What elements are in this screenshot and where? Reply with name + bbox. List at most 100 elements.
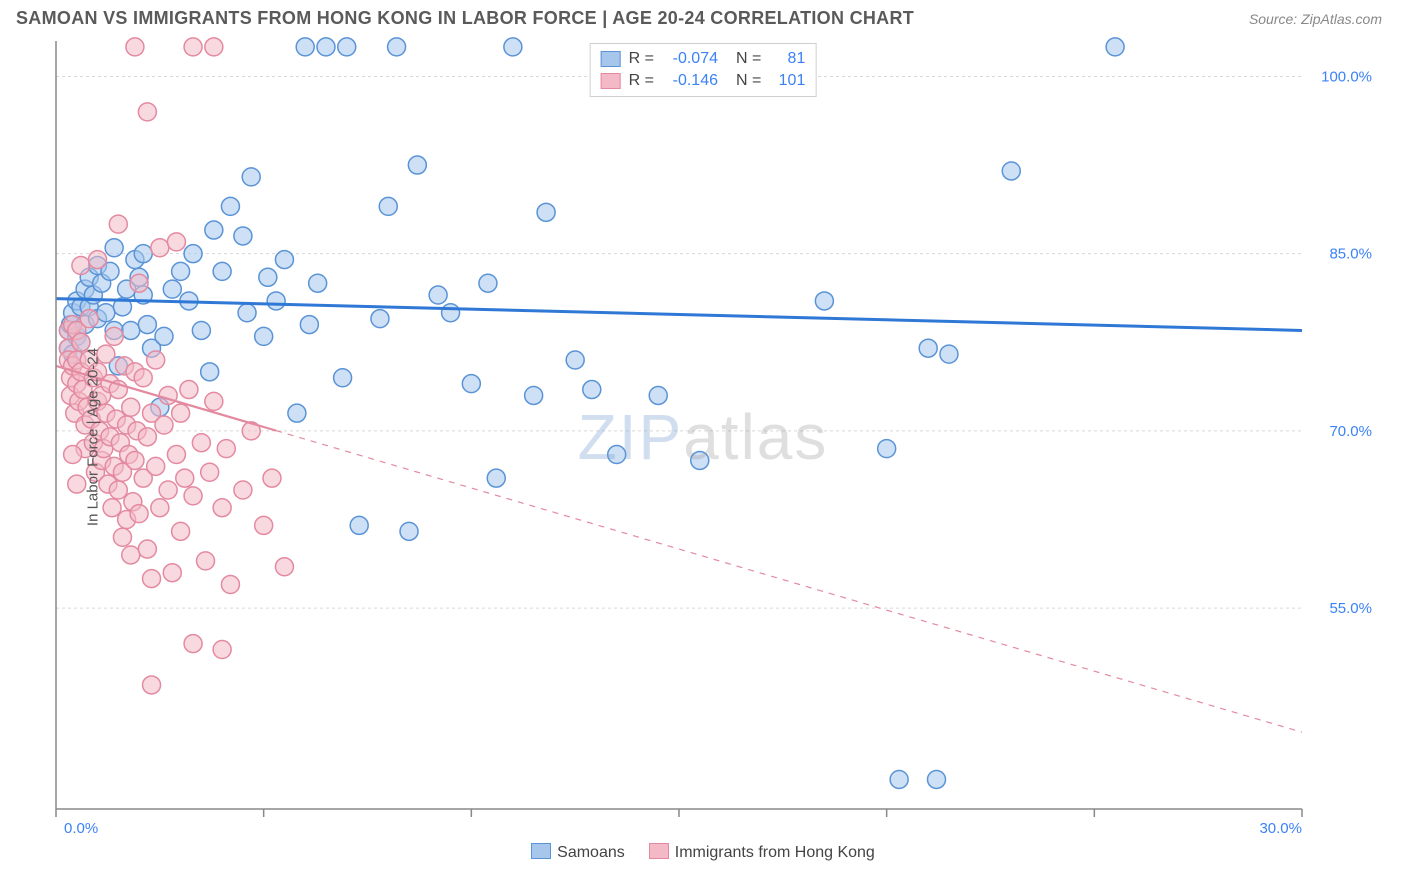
scatter-point	[155, 416, 173, 434]
scatter-point	[105, 327, 123, 345]
scatter-point	[234, 227, 252, 245]
scatter-point	[192, 434, 210, 452]
scatter-point	[928, 770, 946, 788]
scatter-point	[608, 446, 626, 464]
scatter-point	[255, 327, 273, 345]
legend-n-value: 101	[769, 70, 805, 92]
legend-label: Immigrants from Hong Kong	[675, 844, 875, 861]
scatter-point	[487, 469, 505, 487]
scatter-point	[890, 770, 908, 788]
scatter-point	[205, 221, 223, 239]
scatter-point	[151, 499, 169, 517]
scatter-point	[205, 392, 223, 410]
trend-line-extrapolated	[276, 431, 1302, 733]
legend-swatch	[601, 73, 621, 89]
scatter-point	[504, 38, 522, 56]
scatter-point	[263, 469, 281, 487]
legend-swatch	[531, 843, 551, 859]
scatter-point	[1002, 162, 1020, 180]
scatter-point	[400, 522, 418, 540]
scatter-point	[566, 351, 584, 369]
legend-r-value: -0.146	[662, 70, 718, 92]
scatter-point	[213, 640, 231, 658]
scatter-point	[176, 469, 194, 487]
scatter-point	[113, 528, 131, 546]
scatter-point	[159, 481, 177, 499]
scatter-point	[462, 375, 480, 393]
legend-stats-box: R =-0.074N =81R =-0.146N =101	[590, 43, 817, 97]
legend-bottom: Samoans Immigrants from Hong Kong	[0, 843, 1406, 862]
scatter-point	[109, 215, 127, 233]
y-tick-label: 85.0%	[1329, 246, 1372, 263]
scatter-point	[138, 103, 156, 121]
scatter-point	[275, 558, 293, 576]
scatter-point	[317, 38, 335, 56]
scatter-point	[334, 369, 352, 387]
scatter-point	[338, 38, 356, 56]
scatter-point	[68, 475, 86, 493]
legend-r-label: R =	[629, 70, 654, 92]
legend-stats-row: R =-0.074N =81	[601, 48, 806, 70]
scatter-point	[122, 321, 140, 339]
scatter-point	[288, 404, 306, 422]
legend-n-label: N =	[736, 70, 761, 92]
legend-swatch	[601, 51, 621, 67]
scatter-point	[649, 386, 667, 404]
legend-item: Immigrants from Hong Kong	[649, 843, 875, 862]
scatter-point	[97, 304, 115, 322]
scatter-point	[105, 239, 123, 257]
scatter-point	[64, 446, 82, 464]
scatter-point	[143, 676, 161, 694]
legend-swatch	[649, 843, 669, 859]
scatter-point	[126, 451, 144, 469]
scatter-point	[205, 38, 223, 56]
scatter-point	[213, 262, 231, 280]
scatter-point	[201, 363, 219, 381]
scatter-point	[126, 38, 144, 56]
scatter-point	[815, 292, 833, 310]
scatter-point	[143, 570, 161, 588]
scatter-point	[155, 327, 173, 345]
scatter-point	[234, 481, 252, 499]
chart-container: In Labor Force | Age 20-24 55.0%70.0%85.…	[16, 37, 1390, 837]
scatter-point	[184, 38, 202, 56]
scatter-point	[138, 540, 156, 558]
scatter-point	[167, 233, 185, 251]
scatter-point	[151, 239, 169, 257]
scatter-point	[442, 304, 460, 322]
scatter-point	[80, 310, 98, 328]
scatter-point	[238, 304, 256, 322]
scatter-point	[184, 635, 202, 653]
scatter-point	[103, 499, 121, 517]
legend-item: Samoans	[531, 843, 625, 862]
scatter-point	[691, 451, 709, 469]
scatter-point	[201, 463, 219, 481]
scatter-point	[940, 345, 958, 363]
scatter-point	[583, 381, 601, 399]
scatter-point	[537, 203, 555, 221]
scatter-point	[89, 251, 107, 269]
correlation-scatter-chart: 55.0%70.0%85.0%100.0%0.0%30.0%	[16, 37, 1390, 837]
scatter-point	[300, 316, 318, 334]
scatter-point	[221, 576, 239, 594]
legend-r-label: R =	[629, 48, 654, 70]
scatter-point	[379, 197, 397, 215]
chart-title: SAMOAN VS IMMIGRANTS FROM HONG KONG IN L…	[16, 8, 914, 29]
legend-r-value: -0.074	[662, 48, 718, 70]
scatter-point	[184, 487, 202, 505]
scatter-point	[217, 440, 235, 458]
scatter-point	[267, 292, 285, 310]
scatter-point	[309, 274, 327, 292]
scatter-point	[242, 168, 260, 186]
scatter-point	[259, 268, 277, 286]
scatter-point	[408, 156, 426, 174]
scatter-point	[184, 245, 202, 263]
scatter-point	[130, 274, 148, 292]
y-tick-label: 55.0%	[1329, 600, 1372, 617]
source-attribution: Source: ZipAtlas.com	[1249, 11, 1382, 27]
scatter-point	[525, 386, 543, 404]
scatter-point	[197, 552, 215, 570]
scatter-point	[134, 245, 152, 263]
scatter-point	[138, 316, 156, 334]
scatter-point	[130, 505, 148, 523]
